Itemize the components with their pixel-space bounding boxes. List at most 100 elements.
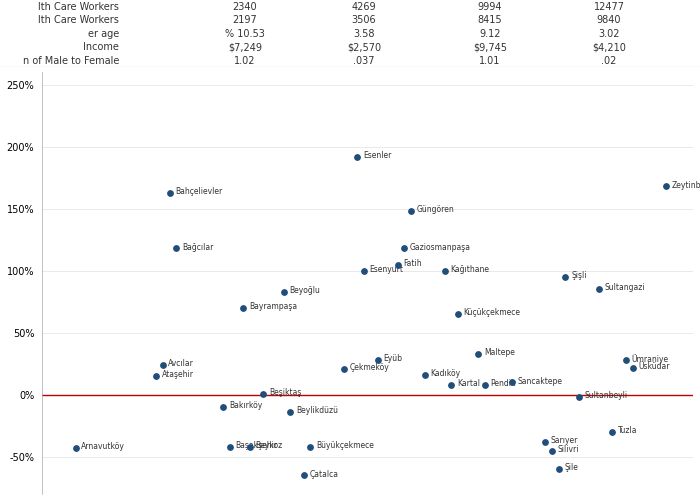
Point xyxy=(285,408,296,416)
Text: 9994: 9994 xyxy=(477,1,502,12)
Text: Beylikdüzü: Beylikdüzü xyxy=(296,406,338,415)
Text: Esenyurt: Esenyurt xyxy=(370,265,404,274)
Point xyxy=(439,267,450,275)
Text: Tuzla: Tuzla xyxy=(618,426,638,435)
Point xyxy=(473,350,484,358)
Point xyxy=(150,372,162,380)
Text: Sarıyer: Sarıyer xyxy=(551,436,578,445)
Point xyxy=(607,428,618,436)
Text: Kadıköy: Kadıköy xyxy=(430,369,460,378)
Point xyxy=(372,356,383,364)
Text: % 10.53: % 10.53 xyxy=(225,28,265,39)
Point xyxy=(158,361,169,369)
Text: Kağıthane: Kağıthane xyxy=(450,265,489,274)
Text: 1.01: 1.01 xyxy=(480,55,500,66)
Point xyxy=(70,444,81,452)
Point xyxy=(573,393,584,401)
Text: Beşiktaş: Beşiktaş xyxy=(269,388,302,397)
Text: Income: Income xyxy=(83,42,119,52)
Text: Pendik: Pendik xyxy=(491,379,516,388)
Point xyxy=(540,438,551,446)
Text: Sultanbeyli: Sultanbeyli xyxy=(584,391,628,400)
Point xyxy=(244,443,256,451)
Text: Ataşehir: Ataşehir xyxy=(162,370,194,379)
Text: Bahçelievler: Bahçelievler xyxy=(175,187,223,196)
Point xyxy=(278,288,289,296)
Point xyxy=(553,465,564,473)
Point xyxy=(338,365,349,373)
Point xyxy=(171,245,182,252)
Text: Avcılar: Avcılar xyxy=(169,359,194,368)
Text: Gaziosmanpaşa: Gaziosmanpaşa xyxy=(410,243,471,251)
Text: 3506: 3506 xyxy=(351,15,377,25)
Text: Sultangazi: Sultangazi xyxy=(605,283,645,292)
Point xyxy=(305,443,316,451)
Text: 8415: 8415 xyxy=(477,15,503,25)
Point xyxy=(258,390,269,398)
Text: $7,249: $7,249 xyxy=(228,42,262,52)
Text: .02: .02 xyxy=(601,55,617,66)
Text: $2,570: $2,570 xyxy=(347,42,381,52)
Text: Esenler: Esenler xyxy=(363,151,391,160)
Text: Çekmeköy: Çekmeköy xyxy=(349,363,389,372)
Point xyxy=(506,378,517,386)
Text: Küçükçekmece: Küçükçekmece xyxy=(463,308,521,317)
Text: Beykoz: Beykoz xyxy=(256,441,283,450)
Text: Başakşehir: Başakşehir xyxy=(235,441,278,450)
Text: Silivri: Silivri xyxy=(558,445,579,454)
Point xyxy=(627,363,638,371)
Text: Maltepe: Maltepe xyxy=(484,348,514,357)
Point xyxy=(352,153,363,161)
Text: Beyoğlu: Beyoğlu xyxy=(289,286,320,295)
Text: Şile: Şile xyxy=(564,463,578,473)
Text: Fatih: Fatih xyxy=(403,258,422,267)
Point xyxy=(405,207,416,215)
Point xyxy=(399,245,410,252)
Point xyxy=(620,356,631,364)
Text: Zeytinburnu: Zeytinburnu xyxy=(672,181,700,190)
Text: 3.02: 3.02 xyxy=(598,28,620,39)
Point xyxy=(164,189,175,197)
Text: Bağcılar: Bağcılar xyxy=(182,243,214,251)
Text: 9.12: 9.12 xyxy=(480,28,500,39)
Text: $9,745: $9,745 xyxy=(473,42,507,52)
Point xyxy=(480,381,491,389)
Text: er age: er age xyxy=(88,28,119,39)
Text: Eyüb: Eyüb xyxy=(383,354,402,363)
Point xyxy=(238,304,249,312)
Text: 9840: 9840 xyxy=(596,15,622,25)
Text: Bayrampaşa: Bayrampaşa xyxy=(249,302,297,311)
Text: Arnavutköy: Arnavutköy xyxy=(81,442,125,451)
Point xyxy=(452,310,463,318)
Text: $4,210: $4,210 xyxy=(592,42,626,52)
Text: 4269: 4269 xyxy=(351,1,377,12)
Point xyxy=(224,443,235,451)
Text: 1.02: 1.02 xyxy=(234,55,255,66)
Point xyxy=(419,371,430,379)
Text: lth Care Workers: lth Care Workers xyxy=(38,15,119,25)
Text: Kartal: Kartal xyxy=(457,379,480,388)
Text: Şişli: Şişli xyxy=(571,271,587,280)
Point xyxy=(446,381,457,389)
Text: .037: .037 xyxy=(354,55,374,66)
Text: 3.58: 3.58 xyxy=(354,28,374,39)
Text: Büyükçekmece: Büyükçekmece xyxy=(316,441,374,450)
Text: 2197: 2197 xyxy=(232,15,258,25)
Point xyxy=(298,472,309,480)
Text: n of Male to Female: n of Male to Female xyxy=(22,55,119,66)
Point xyxy=(547,447,558,455)
Text: Ümraniye: Ümraniye xyxy=(631,354,668,364)
Point xyxy=(560,273,571,281)
Point xyxy=(392,260,403,268)
Text: lth Care Workers: lth Care Workers xyxy=(38,1,119,12)
Text: 12477: 12477 xyxy=(594,1,624,12)
Text: Sancaktepe: Sancaktepe xyxy=(517,377,562,386)
Text: Üsküdar: Üsküdar xyxy=(638,362,670,371)
Text: Güngören: Güngören xyxy=(416,206,454,215)
Point xyxy=(661,183,672,191)
Text: Bakırköy: Bakırköy xyxy=(229,401,262,410)
Point xyxy=(358,267,370,275)
Text: 2340: 2340 xyxy=(232,1,258,12)
Point xyxy=(594,285,605,293)
Text: Çatalca: Çatalca xyxy=(309,470,338,479)
